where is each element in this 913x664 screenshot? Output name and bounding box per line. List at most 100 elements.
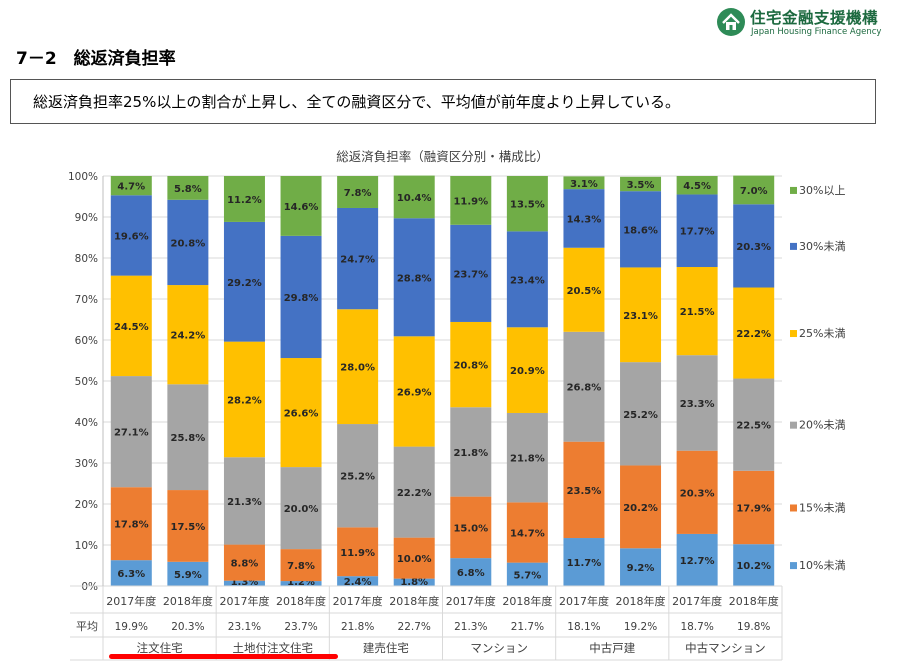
data-label: 20.5% xyxy=(567,286,602,297)
data-label: 26.8% xyxy=(567,383,602,394)
bar-segment xyxy=(676,176,718,195)
bar-segment xyxy=(110,176,152,196)
data-label: 6.3% xyxy=(117,569,145,580)
year-label: 2017年度 xyxy=(219,594,269,608)
bar-segment xyxy=(506,176,548,232)
data-label: 20.2% xyxy=(623,503,658,514)
bar-segment xyxy=(337,207,379,310)
average-value: 21.7% xyxy=(511,621,544,633)
data-label: 24.5% xyxy=(114,322,149,333)
data-label: 23.4% xyxy=(510,275,545,286)
legend-label: 30%未満 xyxy=(799,240,845,253)
legend-swatch xyxy=(790,242,797,250)
bar-segment xyxy=(733,175,775,205)
bar-segment xyxy=(676,267,718,356)
legend-swatch xyxy=(790,186,797,194)
y-tick-label: 40% xyxy=(75,417,98,429)
bar-segment xyxy=(167,490,209,562)
bar-segment xyxy=(223,457,265,545)
bar-segment xyxy=(620,465,662,549)
bar-segment xyxy=(110,195,152,276)
data-label: 17.5% xyxy=(171,522,206,533)
data-label: 20.9% xyxy=(510,366,545,377)
data-label: 14.6% xyxy=(284,202,319,213)
data-label: 7.8% xyxy=(344,188,372,199)
year-label: 2018年度 xyxy=(616,594,666,608)
bar-segment xyxy=(393,446,435,538)
bar-segment xyxy=(733,544,775,586)
data-label: 6.8% xyxy=(457,568,485,579)
bar-segment xyxy=(223,544,265,581)
data-label: 20.3% xyxy=(736,242,771,253)
bar-segment xyxy=(167,384,209,491)
data-label: 18.6% xyxy=(623,225,658,236)
data-label: 22.2% xyxy=(736,329,771,340)
year-label: 2018年度 xyxy=(389,594,439,608)
data-label: 29.2% xyxy=(227,278,262,289)
group-label: マンション xyxy=(470,641,528,655)
group-label: 中古マンション xyxy=(685,641,766,655)
bar-segment xyxy=(450,407,492,497)
average-value: 18.1% xyxy=(567,621,600,633)
legend-label: 25%未満 xyxy=(799,327,845,340)
bar-segment xyxy=(110,560,152,586)
data-label: 10.4% xyxy=(397,193,432,204)
section-title: 7－2 総返済負担率 xyxy=(16,49,176,69)
average-value: 19.2% xyxy=(624,621,657,633)
bar-segment xyxy=(506,231,548,328)
bar-segment xyxy=(563,441,605,539)
bar-segment xyxy=(620,548,662,586)
average-value: 21.3% xyxy=(454,621,487,633)
bar-segment xyxy=(676,533,718,586)
bar-segment xyxy=(280,235,322,359)
data-label: 21.8% xyxy=(453,448,488,459)
legend-label: 10%未満 xyxy=(799,559,845,572)
legend-label: 20%未満 xyxy=(799,419,845,432)
data-label: 5.9% xyxy=(174,570,202,581)
bar-segment xyxy=(167,285,209,385)
data-label: 11.9% xyxy=(453,196,488,207)
data-label: 15.0% xyxy=(453,523,488,534)
legend-swatch xyxy=(790,421,797,429)
bar-segment xyxy=(393,218,435,337)
highlight-underline xyxy=(109,654,338,659)
bar-segment xyxy=(506,562,548,586)
bar-segment xyxy=(223,221,265,342)
average-value: 23.7% xyxy=(284,621,317,633)
bar-segment xyxy=(676,355,718,451)
year-label: 2017年度 xyxy=(446,594,496,608)
bar-segment xyxy=(733,287,775,379)
bar-segment xyxy=(337,176,379,208)
data-label: 24.2% xyxy=(171,331,206,342)
year-label: 2017年度 xyxy=(106,594,156,608)
y-tick-label: 0% xyxy=(81,581,98,593)
year-label: 2018年度 xyxy=(502,594,552,608)
data-label: 7.8% xyxy=(287,561,315,572)
data-label: 3.1% xyxy=(570,179,598,190)
bar-segment xyxy=(563,176,605,190)
data-label: 9.2% xyxy=(627,563,655,574)
data-label: 25.8% xyxy=(171,433,206,444)
bar-segment xyxy=(337,527,379,577)
data-label: 5.8% xyxy=(174,184,202,195)
group-label: 中古戸建 xyxy=(589,641,635,655)
average-value: 19.9% xyxy=(115,621,148,633)
data-label: 23.5% xyxy=(567,486,602,497)
y-tick-label: 70% xyxy=(75,294,98,306)
bar-segment xyxy=(393,175,435,219)
data-label: 11.9% xyxy=(340,548,375,559)
data-label: 19.6% xyxy=(114,231,149,242)
data-label: 20.3% xyxy=(680,488,715,499)
data-label: 21.5% xyxy=(680,307,715,318)
year-label: 2018年度 xyxy=(276,594,326,608)
bar-segment xyxy=(110,376,152,488)
data-label: 1.2% xyxy=(287,577,315,588)
org-logo-mark-icon xyxy=(717,8,745,36)
data-label: 4.7% xyxy=(117,182,145,193)
y-tick-label: 20% xyxy=(75,499,98,511)
bar-segment xyxy=(223,341,265,458)
data-label: 14.7% xyxy=(510,528,545,539)
average-value: 20.3% xyxy=(171,621,204,633)
y-tick-label: 10% xyxy=(75,540,98,552)
average-value: 22.7% xyxy=(398,621,431,633)
